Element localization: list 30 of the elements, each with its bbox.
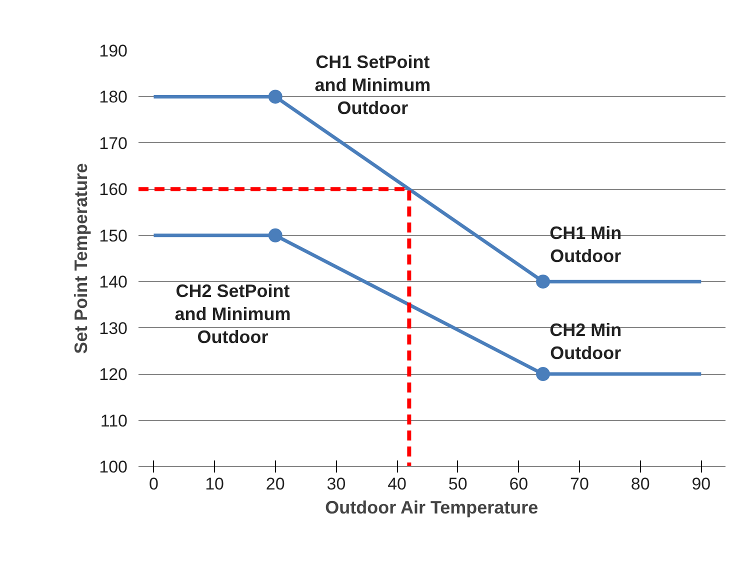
y-tick-label: 190 — [99, 42, 128, 60]
x-tick-label: 80 — [630, 474, 650, 494]
x-axis-title: Outdoor Air Temperature — [325, 498, 538, 518]
point — [268, 228, 282, 242]
annotation: CH2 SetPoint and Minimum Outdoor — [174, 280, 291, 347]
y-axis-title: Set Point Temperature — [71, 163, 92, 354]
annotation: CH1 SetPoint and Minimum Outdoor — [314, 52, 431, 118]
point — [268, 90, 282, 104]
point — [536, 367, 550, 382]
y-tick-label: 100 — [99, 458, 128, 476]
x-tick-label: 40 — [388, 474, 406, 494]
y-tick-label: 110 — [100, 411, 128, 430]
y-tick-label: 180 — [99, 88, 128, 107]
x-tick-label: 0 — [148, 474, 158, 494]
x-tick-label: 60 — [509, 474, 528, 494]
y-tick-label: 120 — [99, 365, 128, 384]
x-tick-label: 50 — [448, 474, 468, 494]
annotation: CH1 Min Outdoor — [550, 223, 622, 266]
x-tick-label: 30 — [326, 474, 346, 494]
y-tick-label: 170 — [99, 134, 128, 153]
annotation: CH2 Min Outdoor — [550, 320, 622, 364]
y-tick-label: 140 — [99, 272, 128, 292]
y-tick-label: 130 — [99, 318, 128, 338]
x-tick-label: 10 — [205, 474, 224, 494]
point — [536, 274, 550, 289]
y-tick-label: 150 — [99, 226, 128, 246]
x-tick-label: 20 — [266, 474, 285, 494]
y-tick-label: 160 — [99, 180, 128, 200]
x-tick-label: 70 — [570, 474, 589, 494]
x-tick-label: 90 — [692, 474, 711, 494]
